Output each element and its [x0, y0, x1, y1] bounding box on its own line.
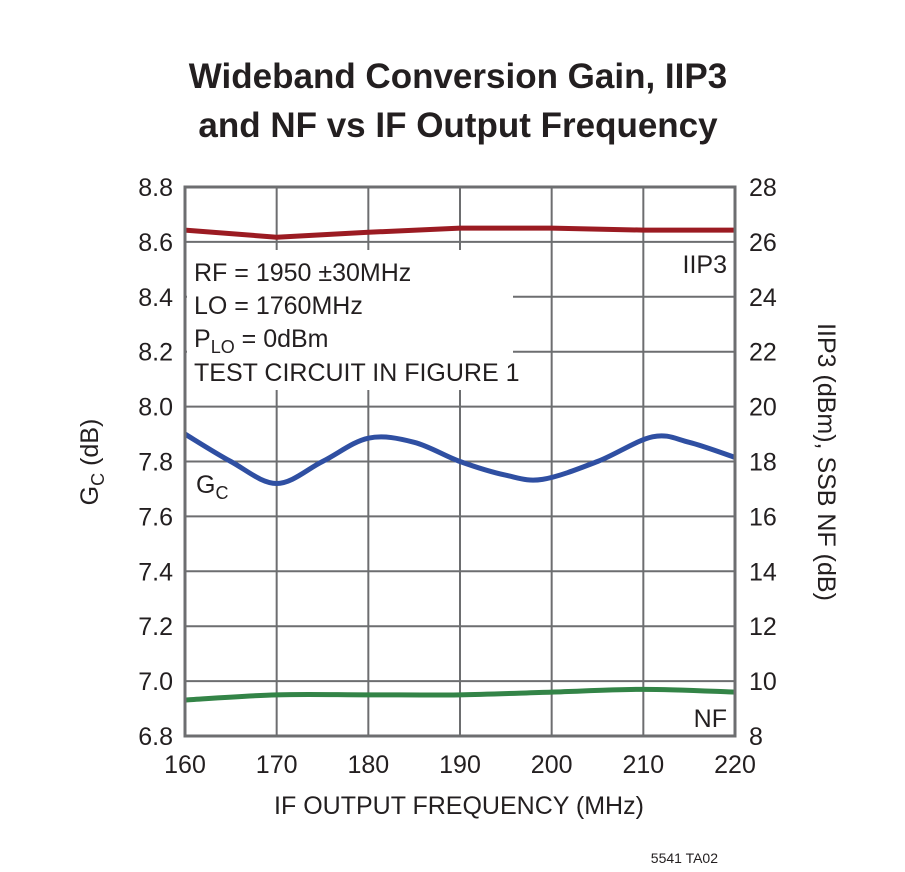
annotation-test-circuit: TEST CIRCUIT IN FIGURE 1	[194, 359, 520, 387]
y-right-tick-label: 18	[749, 449, 777, 477]
x-tick-label: 190	[439, 751, 481, 779]
y-axis-right-label: IIP3 (dBm), SSB NF (dB)	[812, 323, 840, 601]
tick-labels: 160 170 180 190 200 210 220 8.8 28 8.6 26 8.4 24 8.2 2…	[138, 174, 777, 779]
y-axis-left-label: GC (dB)	[76, 419, 108, 506]
series-group	[183, 225, 736, 703]
y-left-tick-label: 7.0	[138, 668, 173, 696]
series-line-gc	[183, 431, 736, 486]
y-right-tick-label: 16	[749, 503, 777, 531]
series-line-nf	[184, 686, 736, 703]
series-line-iip3	[184, 225, 735, 240]
y-left-tick-label: 7.6	[138, 503, 173, 531]
y-right-tick-label: 26	[749, 229, 777, 257]
x-axis-label: IF OUTPUT FREQUENCY (MHz)	[274, 792, 644, 820]
y-left-tick-label: 6.8	[138, 723, 173, 751]
series-label-gc: GC	[196, 471, 228, 503]
y-left-tick-label: 8.2	[138, 339, 173, 367]
x-tick-label: 160	[164, 751, 206, 779]
y-right-tick-label: 12	[749, 613, 777, 641]
y-right-tick-label: 24	[749, 284, 777, 312]
annotation-lo: LO = 1760MHz	[194, 292, 363, 320]
y-left-tick-label: 8.4	[138, 284, 173, 312]
annotation-rf: RF = 1950 ±30MHz	[194, 259, 411, 287]
x-tick-label: 220	[714, 751, 756, 779]
y-right-tick-label: 8	[749, 723, 763, 751]
y-left-tick-label: 8.6	[138, 229, 173, 257]
y-left-tick-label: 7.4	[138, 558, 173, 586]
annotation-box	[187, 250, 513, 390]
y-left-tick-label: 8.8	[138, 174, 173, 202]
y-left-tick-label: 7.2	[138, 613, 173, 641]
y-left-tick-label: 7.8	[138, 449, 173, 477]
chart-title-line1: Wideband Conversion Gain, IIP3	[189, 57, 727, 96]
chart-title-line2: and NF vs IF Output Frequency	[198, 106, 718, 145]
y-left-tick-label: 8.0	[138, 394, 173, 422]
y-right-tick-label: 22	[749, 339, 777, 367]
plot-frame	[183, 185, 737, 738]
figure-id: 5541 TA02	[651, 850, 718, 866]
series-label-iip3: IIP3	[683, 251, 727, 279]
x-tick-label: 180	[347, 751, 389, 779]
x-tick-label: 200	[531, 751, 573, 779]
y-right-tick-label: 20	[749, 394, 777, 422]
annotation-plo: PLO = 0dBm	[194, 325, 329, 357]
y-right-tick-label: 28	[749, 174, 777, 202]
x-tick-label: 170	[256, 751, 298, 779]
y-right-tick-label: 10	[749, 668, 777, 696]
x-tick-label: 210	[622, 751, 664, 779]
y-right-tick-label: 14	[749, 558, 777, 586]
series-label-nf: NF	[694, 705, 727, 733]
